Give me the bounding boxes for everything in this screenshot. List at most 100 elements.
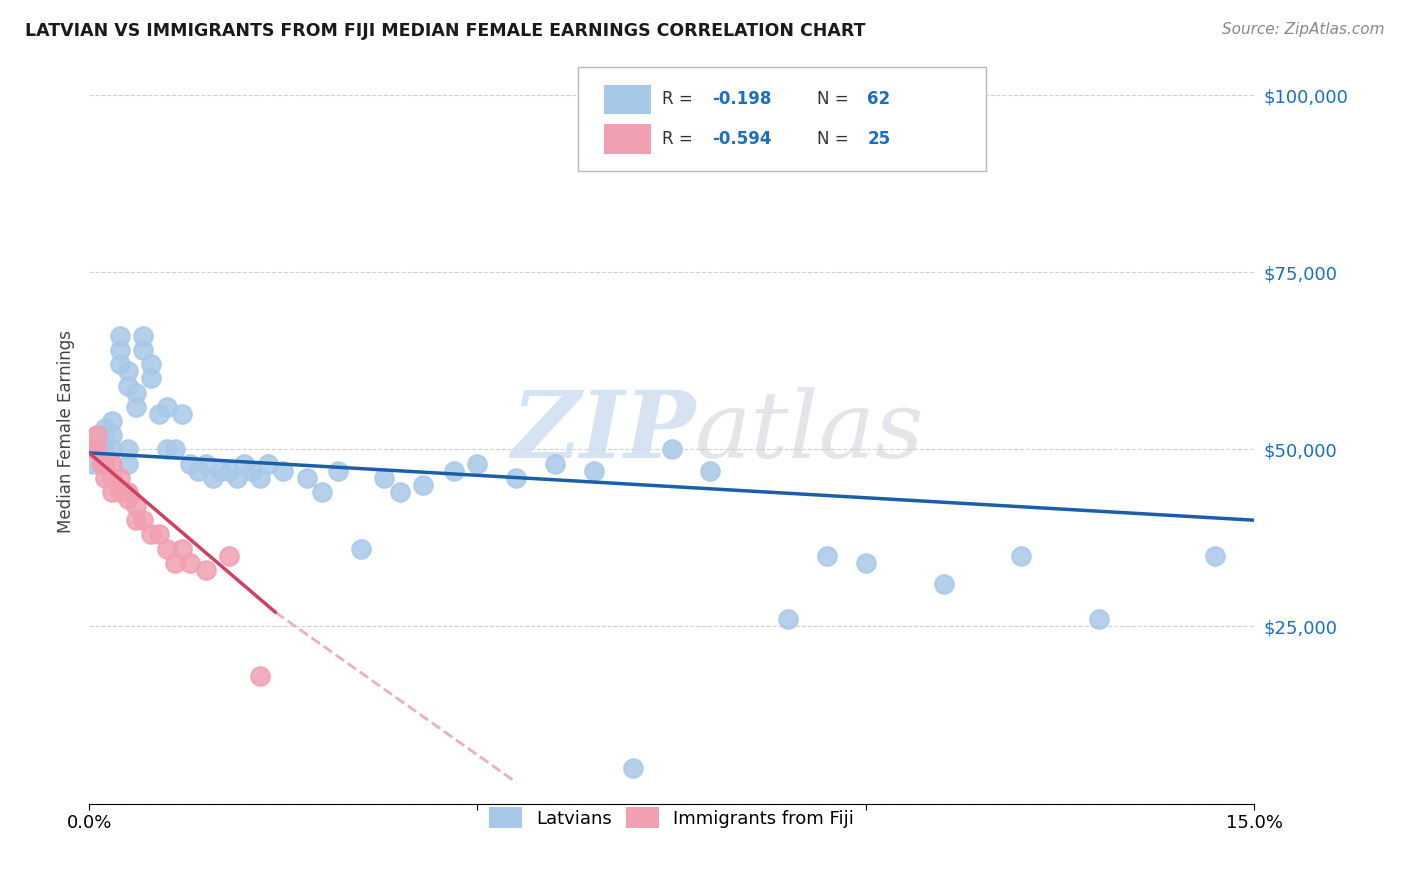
Point xyxy=(172,541,194,556)
Text: ZIP: ZIP xyxy=(510,386,695,476)
Point xyxy=(108,471,131,485)
Point xyxy=(90,442,112,457)
Text: R =: R = xyxy=(662,90,699,109)
Point xyxy=(778,612,800,626)
Point xyxy=(218,549,240,563)
Text: -0.594: -0.594 xyxy=(713,129,772,148)
Point xyxy=(117,484,139,499)
FancyBboxPatch shape xyxy=(578,67,986,171)
Point xyxy=(249,669,271,683)
Point xyxy=(148,407,170,421)
Point xyxy=(311,484,333,499)
Point xyxy=(163,556,186,570)
Point xyxy=(194,563,217,577)
Point xyxy=(233,457,256,471)
Text: LATVIAN VS IMMIGRANTS FROM FIJI MEDIAN FEMALE EARNINGS CORRELATION CHART: LATVIAN VS IMMIGRANTS FROM FIJI MEDIAN F… xyxy=(25,22,866,40)
Point xyxy=(163,442,186,457)
Text: R =: R = xyxy=(662,129,699,148)
Point xyxy=(582,464,605,478)
Point xyxy=(93,435,115,450)
Point xyxy=(240,464,263,478)
Point xyxy=(117,491,139,506)
Point xyxy=(124,499,146,513)
Text: 25: 25 xyxy=(868,129,890,148)
Point xyxy=(108,484,131,499)
Point xyxy=(256,457,278,471)
Point xyxy=(141,357,163,371)
Point xyxy=(132,329,155,343)
Point xyxy=(101,428,124,442)
Point xyxy=(544,457,567,471)
Point xyxy=(179,457,201,471)
Point xyxy=(1204,549,1226,563)
Point xyxy=(443,464,465,478)
Text: 62: 62 xyxy=(868,90,890,109)
Point xyxy=(108,329,131,343)
Point xyxy=(108,357,131,371)
Point xyxy=(93,421,115,435)
Point xyxy=(124,400,146,414)
Point xyxy=(179,556,201,570)
Point xyxy=(101,484,124,499)
Point xyxy=(82,442,104,457)
Point xyxy=(225,471,247,485)
Point xyxy=(202,471,225,485)
Point xyxy=(1088,612,1111,626)
Point xyxy=(373,471,395,485)
Legend: Latvians, Immigrants from Fiji: Latvians, Immigrants from Fiji xyxy=(482,800,862,836)
Point xyxy=(93,450,115,464)
Point xyxy=(209,464,232,478)
Point xyxy=(661,442,683,457)
Point xyxy=(467,457,489,471)
Point xyxy=(101,442,124,457)
Point xyxy=(621,761,644,775)
Text: Source: ZipAtlas.com: Source: ZipAtlas.com xyxy=(1222,22,1385,37)
Point xyxy=(326,464,349,478)
Point xyxy=(699,464,721,478)
Point xyxy=(156,442,179,457)
Point xyxy=(93,471,115,485)
Text: N =: N = xyxy=(817,129,855,148)
Point xyxy=(156,541,179,556)
Point xyxy=(148,527,170,541)
Point xyxy=(117,378,139,392)
Text: N =: N = xyxy=(817,90,855,109)
Point xyxy=(218,464,240,478)
Point xyxy=(86,442,108,457)
Point xyxy=(101,471,124,485)
Point xyxy=(388,484,411,499)
Point xyxy=(101,457,124,471)
Point xyxy=(141,527,163,541)
Point xyxy=(412,477,434,491)
Point xyxy=(93,457,115,471)
Point xyxy=(932,577,955,591)
Point xyxy=(295,471,318,485)
Text: -0.198: -0.198 xyxy=(713,90,772,109)
Point xyxy=(350,541,373,556)
Point xyxy=(271,464,294,478)
Point xyxy=(132,343,155,358)
Point xyxy=(86,428,108,442)
Point xyxy=(172,407,194,421)
FancyBboxPatch shape xyxy=(605,85,651,114)
Point xyxy=(86,442,108,457)
FancyBboxPatch shape xyxy=(605,124,651,153)
Point xyxy=(124,385,146,400)
Point xyxy=(82,457,104,471)
Y-axis label: Median Female Earnings: Median Female Earnings xyxy=(58,330,75,533)
Point xyxy=(156,400,179,414)
Point xyxy=(249,471,271,485)
Point xyxy=(124,513,146,527)
Point xyxy=(194,457,217,471)
Point xyxy=(86,428,108,442)
Point xyxy=(141,371,163,385)
Point xyxy=(117,364,139,378)
Point xyxy=(1010,549,1032,563)
Point xyxy=(187,464,209,478)
Point xyxy=(815,549,838,563)
Text: atlas: atlas xyxy=(695,386,925,476)
Point xyxy=(117,442,139,457)
Point xyxy=(855,556,877,570)
Point xyxy=(132,513,155,527)
Point xyxy=(90,457,112,471)
